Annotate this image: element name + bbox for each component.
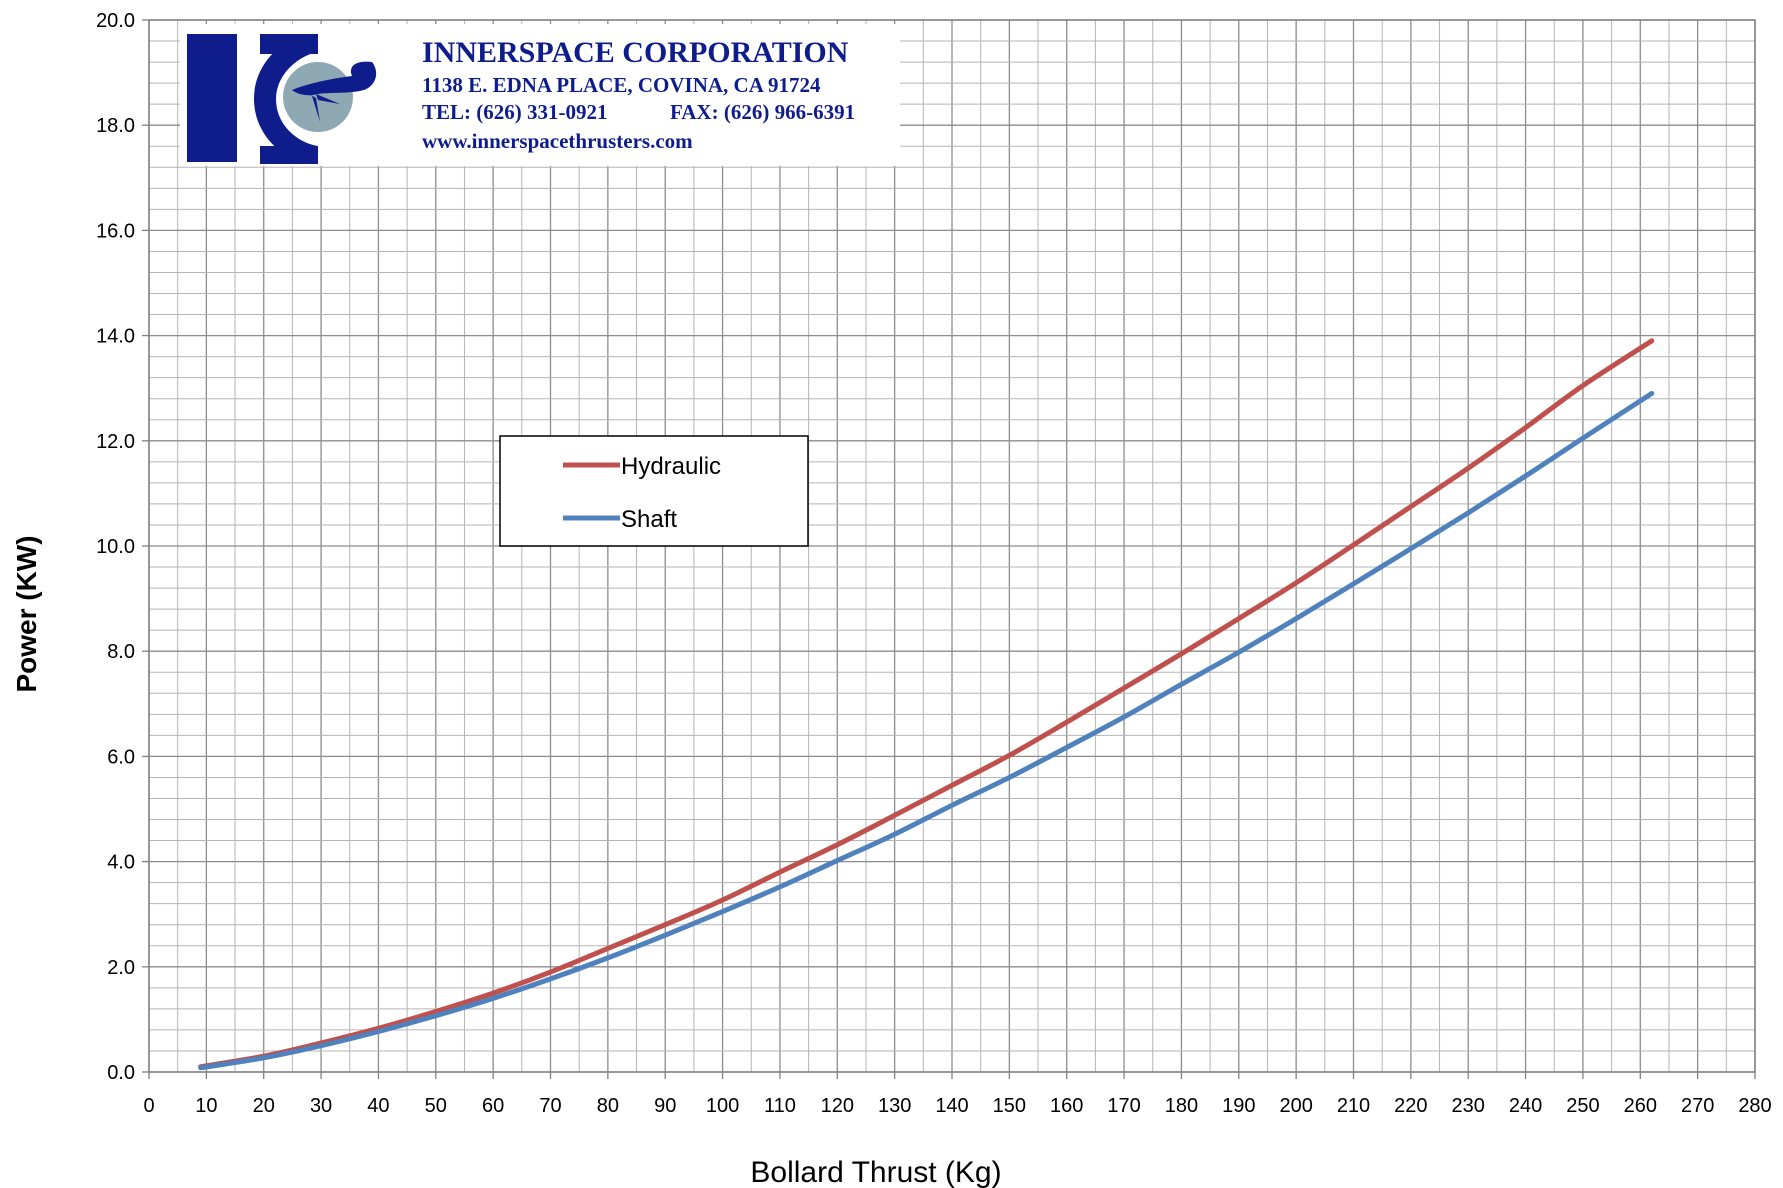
x-tick-label: 130 [878,1095,911,1117]
x-tick-label: 30 [310,1095,332,1117]
x-tick-label: 250 [1566,1095,1599,1117]
x-axis-title: Bollard Thrust (Kg) [750,1156,1001,1188]
x-tick-label: 190 [1222,1095,1255,1117]
x-tick-label: 160 [1050,1095,1083,1117]
x-tick-label: 180 [1165,1095,1198,1117]
x-tick-label: 230 [1452,1095,1485,1117]
x-tick-label: 80 [597,1095,619,1117]
legend-label-hydraulic: Hydraulic [621,453,721,480]
y-tick-label: 20.0 [96,10,135,32]
x-tick-label: 260 [1624,1095,1657,1117]
company-website: www.innerspacethrusters.com [422,129,693,153]
y-axis-title: Power (KW) [11,535,42,692]
y-tick-label: 4.0 [107,852,135,874]
series-line-shaft [198,390,1655,1071]
series-layer [198,338,1655,1071]
x-tick-label: 210 [1337,1095,1370,1117]
x-axis-tick-labels: 0 10 20 30 40 50 60 70 80 90 100 110 120 130 140 150 160… [143,1072,1772,1117]
series-line-hydraulic [198,338,1655,1070]
x-tick-label: 100 [706,1095,739,1117]
x-tick-label: 170 [1107,1095,1140,1117]
x-tick-label: 240 [1509,1095,1542,1117]
x-tick-label: 50 [425,1095,447,1117]
x-tick-label: 150 [993,1095,1026,1117]
legend: Hydraulic Shaft [499,435,809,547]
company-phone: TEL: (626) 331-0921 [422,100,608,124]
company-logo-block: INNERSPACE CORPORATION 1138 E. EDNA PLAC… [180,24,900,166]
y-tick-label: 6.0 [107,746,135,768]
company-fax: FAX: (626) 966-6391 [670,100,855,124]
x-tick-label: 20 [253,1095,275,1117]
x-tick-label: 110 [764,1095,796,1117]
x-tick-label: 120 [821,1095,854,1117]
legend-box [499,435,809,547]
ic-logo-mark [187,34,377,164]
y-tick-label: 8.0 [107,641,135,663]
x-tick-label: 40 [367,1095,389,1117]
x-tick-label: 220 [1394,1095,1427,1117]
x-tick-label: 280 [1738,1095,1771,1117]
y-tick-label: 12.0 [96,431,135,453]
company-address: 1138 E. EDNA PLACE, COVINA, CA 91724 [422,73,821,97]
x-tick-label: 200 [1279,1095,1312,1117]
x-tick-label: 90 [654,1095,676,1117]
x-tick-label: 140 [935,1095,968,1117]
x-tick-label: 10 [195,1095,217,1117]
y-axis-tick-labels: 0.0 2.0 4.0 6.0 8.0 10.0 12.0 14.0 16.0 18.0 20.0 [96,10,149,1084]
grid [148,19,1756,1073]
x-tick-label: 60 [482,1095,504,1117]
y-tick-label: 0.0 [107,1062,135,1084]
legend-label-shaft: Shaft [621,506,677,533]
y-tick-label: 10.0 [96,536,135,558]
company-name: INNERSPACE CORPORATION [422,36,849,69]
x-tick-label: 70 [539,1095,561,1117]
y-tick-label: 14.0 [96,326,135,348]
x-tick-label: 270 [1681,1095,1714,1117]
y-tick-label: 18.0 [96,115,135,137]
y-tick-label: 16.0 [96,220,135,242]
x-tick-label: 0 [143,1095,154,1117]
y-tick-label: 2.0 [107,957,135,979]
